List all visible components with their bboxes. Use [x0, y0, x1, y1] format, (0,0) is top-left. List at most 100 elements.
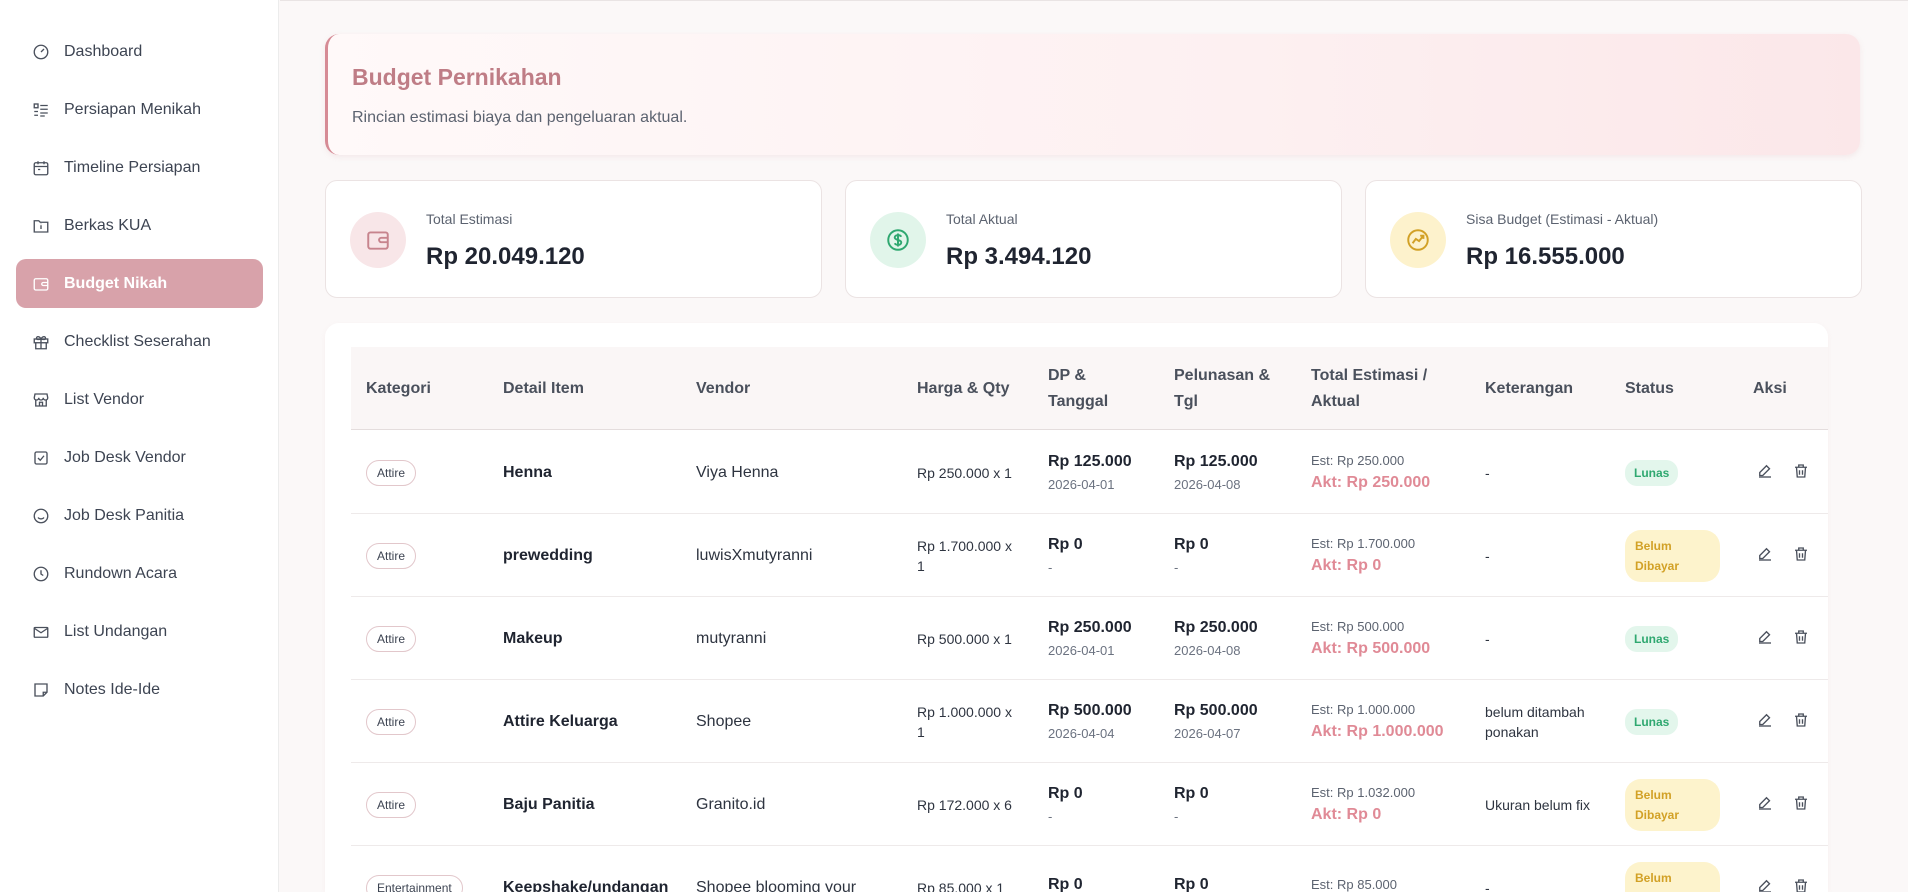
page-title: Budget Pernikahan — [352, 64, 562, 90]
estimate-amount: Est: Rp 85.000 — [1311, 877, 1397, 892]
cell-total: Est: Rp 250.000 Akt: Rp 250.000 — [1311, 431, 1476, 514]
top-divider — [280, 0, 1908, 1]
sidebar-item-persiapan-menikah[interactable]: Persiapan Menikah — [16, 85, 263, 134]
cell-harga: Rp 250.000 x 1 — [917, 431, 1017, 514]
note-text: - — [1485, 464, 1490, 481]
card-label: Sisa Budget (Estimasi - Aktual) — [1466, 211, 1659, 227]
card-icon-bg — [350, 212, 406, 268]
price-qty: Rp 500.000 x 1 — [917, 630, 1012, 647]
card-sisa-budget: Sisa Budget (Estimasi - Aktual) Rp 16.55… — [1365, 180, 1862, 298]
mail-icon — [33, 626, 49, 638]
estimate-amount: Est: Rp 250.000 — [1311, 453, 1405, 468]
sidebar-item-list-undangan[interactable]: List Undangan — [16, 607, 263, 656]
cell-detail: Henna — [503, 431, 688, 514]
pelunasan-date: 2026-04-08 — [1174, 477, 1241, 492]
wallet-icon — [33, 277, 49, 291]
vendor-name: mutyranni — [696, 629, 767, 647]
pelunasan-date: 2026-04-08 — [1174, 643, 1241, 658]
category-pill: Attire — [366, 542, 417, 569]
price-qty: Rp 85.000 x 1 — [917, 879, 1005, 892]
sidebar-item-timeline-persiapan[interactable]: Timeline Persiapan — [16, 143, 263, 192]
gift-icon — [33, 335, 49, 349]
delete-icon[interactable] — [1792, 545, 1810, 563]
edit-icon[interactable] — [1756, 711, 1774, 729]
table-row: Attire prewedding luwisXmutyranni Rp 1.700.… — [351, 514, 1828, 597]
sidebar-item-checklist-seserahan[interactable]: Checklist Seserahan — [16, 317, 263, 366]
page-subtitle: Rincian estimasi biaya dan pengeluaran a… — [352, 109, 688, 126]
main-content: Budget Pernikahan Rincian estimasi biaya… — [280, 0, 1908, 892]
item-name: Makeup — [503, 629, 563, 647]
dp-amount: Rp 125.000 — [1048, 453, 1132, 470]
status-badge: Belum Dibayar — [1625, 861, 1720, 892]
cell-detail: prewedding — [503, 514, 688, 597]
item-name: Baju Panitia — [503, 795, 595, 813]
price-qty: Rp 1.000.000 x 1 — [917, 703, 1012, 740]
cell-vendor: Shopee — [696, 680, 881, 763]
item-name: Attire Keluarga — [503, 712, 618, 730]
pelunasan-amount: Rp 0 — [1174, 875, 1209, 892]
cell-kategori: Attire — [366, 431, 496, 514]
cell-kategori: Attire — [366, 597, 496, 680]
actual-amount: Akt: Rp 1.000.000 — [1311, 723, 1444, 740]
pelunasan-amount: Rp 0 — [1174, 785, 1209, 802]
cell-total: Est: Rp 500.000 Akt: Rp 500.000 — [1311, 597, 1476, 680]
sidebar-item-rundown-acara[interactable]: Rundown Acara — [16, 549, 263, 598]
cell-total: Est: Rp 85.000 — [1311, 846, 1476, 892]
cell-detail: Makeup — [503, 597, 688, 680]
edit-icon[interactable] — [1756, 877, 1774, 892]
note-text: - — [1485, 547, 1490, 564]
edit-icon[interactable] — [1756, 545, 1774, 563]
sidebar-item-budget-nikah[interactable]: Budget Nikah — [16, 259, 263, 308]
card-value: Rp 16.555.000 — [1466, 243, 1625, 270]
dp-date: 2026-04-01 — [1048, 643, 1115, 658]
smile-icon — [33, 508, 49, 523]
actual-amount: Akt: Rp 0 — [1311, 806, 1382, 823]
pelunasan-amount: Rp 125.000 — [1174, 453, 1258, 470]
edit-icon[interactable] — [1756, 794, 1774, 812]
category-pill: Attire — [366, 791, 417, 818]
col-status: Status — [1625, 379, 1674, 397]
card-label: Total Aktual — [946, 211, 1018, 227]
item-name: Henna — [503, 463, 552, 481]
card-total-aktual: Total Aktual Rp 3.494.120 — [845, 180, 1342, 298]
cell-harga: Rp 1.700.000 x 1 — [917, 514, 1017, 597]
sidebar-item-label: Berkas KUA — [64, 216, 152, 234]
delete-icon[interactable] — [1792, 462, 1810, 480]
sidebar-item-job-desk-vendor[interactable]: Job Desk Vendor — [16, 433, 263, 482]
cell-total: Est: Rp 1.032.000 Akt: Rp 0 — [1311, 763, 1476, 846]
sidebar-item-dashboard[interactable]: Dashboard — [16, 27, 263, 76]
checkbox-icon — [34, 450, 48, 465]
sidebar-item-berkas-kua[interactable]: Berkas KUA — [16, 201, 263, 250]
gauge-icon — [33, 44, 49, 59]
delete-icon[interactable] — [1792, 628, 1810, 646]
cell-dp: Rp 125.000 2026-04-01 — [1048, 431, 1168, 514]
col-pelunasan-tgl: Pelunasan & Tgl — [1174, 366, 1271, 410]
sidebar-item-notes-ide-ide[interactable]: Notes Ide-Ide — [16, 665, 263, 714]
cell-vendor: mutyranni — [696, 597, 881, 680]
card-icon-bg — [1390, 212, 1446, 268]
cell-pelunasan: Rp 500.000 2026-04-07 — [1174, 680, 1299, 763]
delete-icon[interactable] — [1792, 877, 1810, 892]
cell-keterangan: - — [1485, 597, 1610, 680]
cell-vendor: Granito.id — [696, 763, 881, 846]
sidebar-item-list-vendor[interactable]: List Vendor — [16, 375, 263, 424]
delete-icon[interactable] — [1792, 711, 1810, 729]
card-total-estimasi: Total Estimasi Rp 20.049.120 — [325, 180, 822, 298]
col-kategori: Kategori — [366, 379, 431, 397]
pelunasan-amount: Rp 0 — [1174, 536, 1209, 553]
delete-icon[interactable] — [1792, 794, 1810, 812]
cell-keterangan: - — [1485, 431, 1610, 514]
dp-amount: Rp 500.000 — [1048, 702, 1132, 719]
cell-keterangan: Ukuran belum fix — [1485, 763, 1610, 846]
table-row: Attire Baju Panitia Granito.id Rp 172.000 x… — [351, 763, 1828, 846]
table-row: Attire Attire Keluarga Shopee Rp 1.000.000 … — [351, 680, 1828, 763]
sidebar-item-job-desk-panitia[interactable]: Job Desk Panitia — [16, 491, 263, 540]
status-badge: Lunas — [1625, 625, 1679, 652]
dp-date: - — [1048, 560, 1053, 575]
trend-icon — [1407, 229, 1429, 251]
edit-icon[interactable] — [1756, 628, 1774, 646]
store-icon — [33, 392, 49, 407]
edit-icon[interactable] — [1756, 462, 1774, 480]
cell-dp: Rp 0 - — [1048, 763, 1168, 846]
estimate-amount: Est: Rp 1.032.000 — [1311, 785, 1416, 800]
